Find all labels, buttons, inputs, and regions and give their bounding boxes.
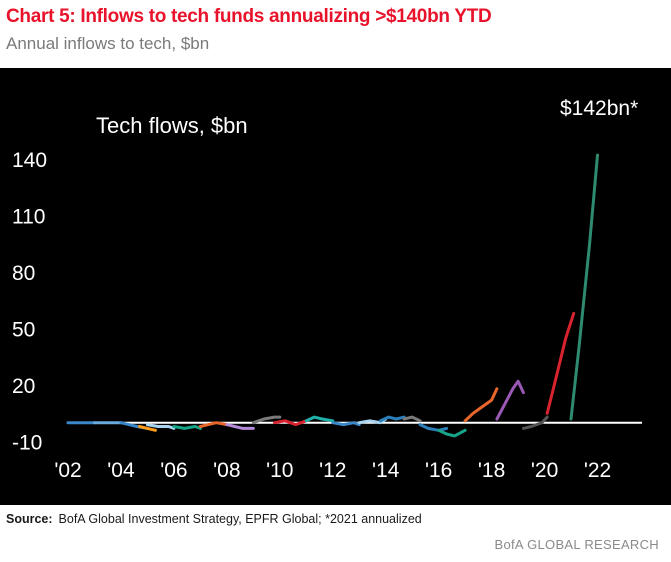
x-tick-label: '22 [584, 459, 611, 482]
series-line-2006 [145, 423, 176, 430]
chart-title-main: Chart 5: Inflows to tech funds annualizi… [6, 6, 492, 27]
series-line-2016 [402, 415, 422, 423]
series-line-2021 [569, 153, 599, 421]
inner-chart-title: Tech flows, $bn [96, 113, 248, 138]
x-tick-label: '06 [160, 459, 187, 482]
series-line-2009 [225, 423, 255, 430]
y-tick-label: -10 [12, 432, 42, 455]
series-line-2013 [331, 421, 361, 427]
chart-subtitle: Annual inflows to tech, $bn [6, 34, 210, 53]
series-line-2015 [378, 415, 406, 423]
x-axis-ticks: '02 '04 '06 '08 '10 '12 '14 '16 '18 '20 '22 [54, 459, 611, 482]
chart-panel: Tech flows, $bn $142bn* 140 110 80 50 20 -10 … [0, 68, 671, 505]
x-tick-label: '20 [531, 459, 558, 482]
x-tick-label: '10 [266, 459, 293, 482]
x-tick-label: '08 [213, 459, 240, 482]
x-tick-label: '12 [319, 459, 346, 482]
series-line-2011 [273, 419, 308, 427]
x-tick-label: '02 [54, 459, 81, 482]
x-tick-label: '04 [107, 459, 135, 482]
series-line-2007 [172, 425, 202, 430]
series-line-2008 [198, 421, 229, 428]
source-text: BofA Global Investment Strategy, EPFR Gl… [58, 512, 422, 526]
series-line-2017 [418, 423, 449, 432]
y-tick-label: 50 [12, 318, 35, 341]
x-tick-label: '16 [425, 459, 452, 482]
series-line-2020 [521, 415, 549, 430]
series-line-2010 [251, 415, 282, 425]
y-tick-label: 80 [12, 262, 35, 285]
series-line-2018 [463, 387, 499, 423]
source-note: Source: BofA Global Investment Strategy, … [6, 512, 422, 526]
series-line-2020b [545, 311, 576, 415]
y-axis-ticks: 140 110 80 50 20 -10 [12, 149, 47, 455]
series-line-2005 [138, 425, 157, 432]
series-line-2019 [495, 379, 525, 421]
source-label: Source: [6, 512, 53, 526]
series-group [66, 153, 599, 438]
x-tick-label: '18 [478, 459, 505, 482]
y-tick-label: 140 [12, 149, 47, 172]
line-chart: Tech flows, $bn $142bn* 140110805020-10 … [12, 97, 642, 482]
series-line-2012 [304, 415, 335, 423]
y-tick-label: 20 [12, 375, 35, 398]
x-tick-label: '14 [372, 459, 400, 482]
y-tick-label: 110 [12, 205, 45, 228]
series-line-2017b [437, 428, 467, 438]
annotation-label: $142bn* [560, 97, 638, 120]
brand-label: BofA GLOBAL RESEARCH [494, 537, 659, 552]
